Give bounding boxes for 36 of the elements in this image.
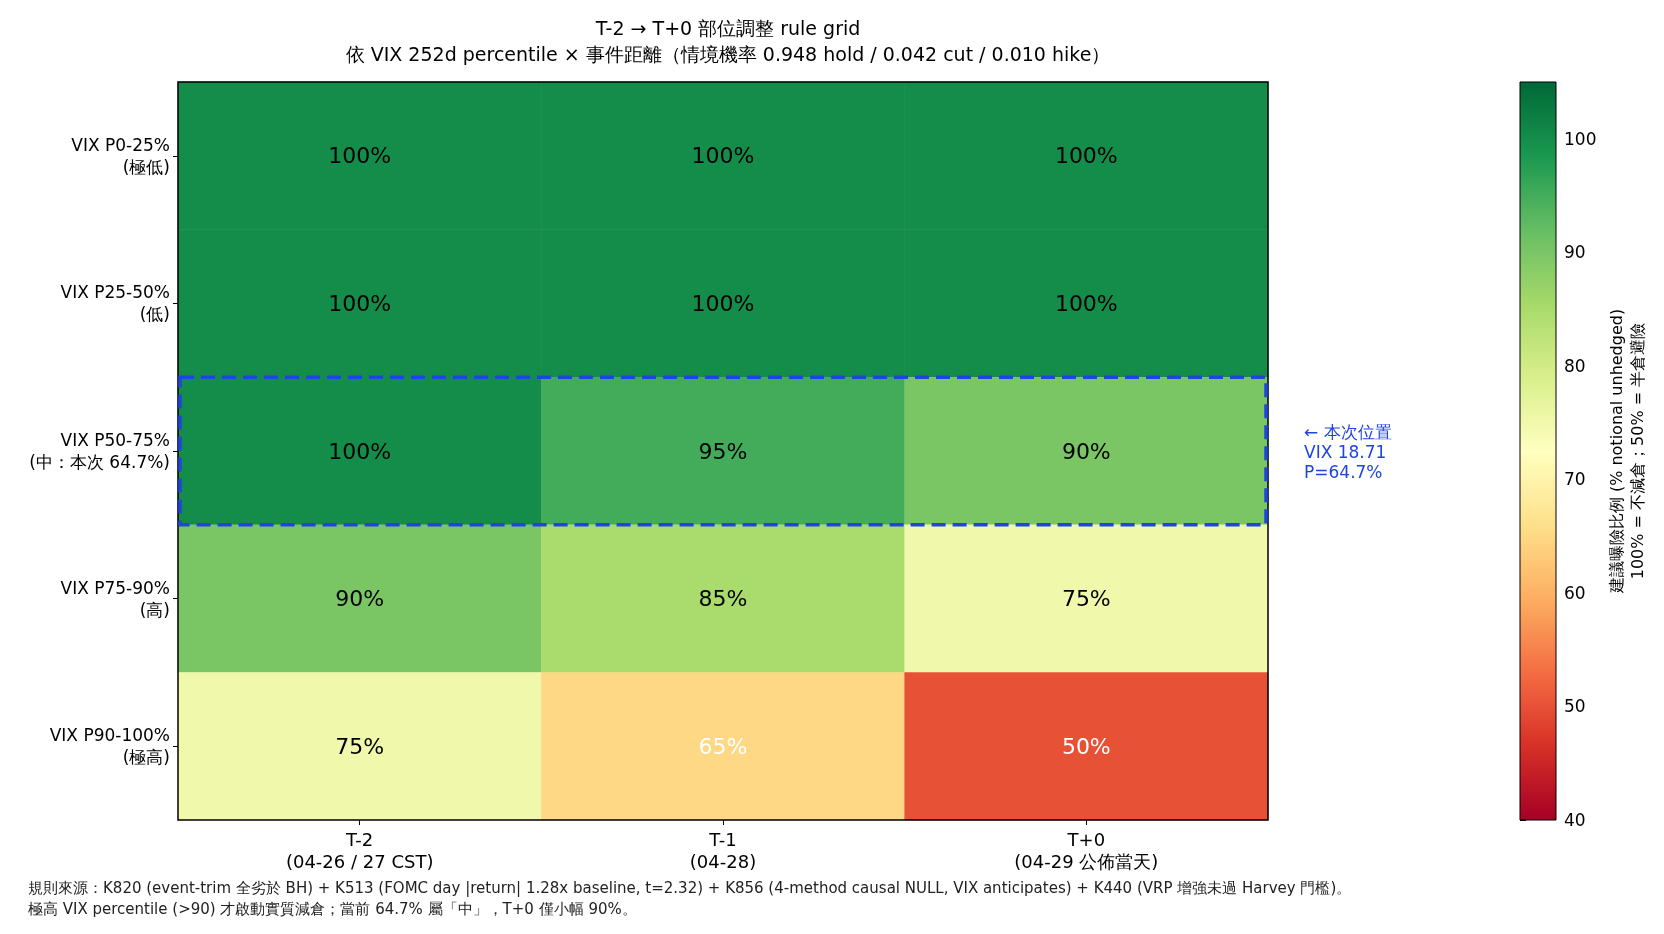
x-tick-label: T+0 (04-29 公佈當天) [1014, 828, 1159, 872]
data-label: 85% [698, 586, 748, 612]
chart-subtitle: 依 VIX 252d percentile × 事件距離（情境機率 0.948 hold / 0.042 cut / 0.010 hike） [345, 43, 1111, 65]
data-label: 75% [335, 733, 385, 759]
color-bar-label: 90 [1564, 242, 1586, 263]
text: ← 本次位置 VIX 18.71 P=64.7% [1304, 422, 1392, 483]
y-tick-label: VIX P50-75% (中：本次 64.7%) [29, 430, 170, 472]
data-label: 90% [335, 586, 385, 612]
color-bar-label: 50 [1564, 696, 1586, 717]
y-tick-label: VIX P0-25% (極低) [71, 134, 170, 177]
data-label: 100% [328, 438, 392, 464]
color-bar-label: 80 [1564, 355, 1586, 376]
data-label: 95% [698, 438, 748, 464]
y-tick-label: VIX P75-90% (高) [60, 577, 170, 620]
data-label: 100% [328, 290, 392, 316]
data-label: 100% [1054, 290, 1118, 316]
color-bar-title: 建議曝險比例 (% notional unhedged) 100% = 不減倉；50% = 半倉避險 [1607, 308, 1647, 595]
text: 極高 VIX percentile (>90) 才啟動實質減倉；當前 64.7% 屬「中」，T+0 僅小幅 90%。 [28, 899, 637, 918]
data-label: 50% [1061, 733, 1111, 759]
x-tick-label: T-2 (04-26 / 27 CST) [285, 828, 434, 872]
data-label: 90% [1061, 438, 1111, 464]
data-label: 100% [691, 143, 755, 169]
color-bar-label: 60 [1564, 582, 1586, 603]
data-label: 75% [1061, 586, 1111, 612]
color-bar-label: 70 [1564, 469, 1586, 490]
text: 規則來源：K820 (event-trim 全劣於 BH) + K513 (FOMC day |return| 1.28x baseline, t=2.32) + K856 (4-method causal NULL, VIX anticipates) + K440 (VRP 增強未過 Harvey 門檻)。 [28, 878, 1352, 897]
x-tick-label: T-1 (04-28) [689, 828, 757, 872]
y-tick-label: VIX P90-100% (極高) [49, 725, 170, 768]
y-tick-label: VIX P25-50% (低) [60, 282, 170, 325]
color-bar-label: 40 [1564, 810, 1586, 830]
data-label: 100% [1054, 143, 1118, 169]
data-label: 100% [328, 143, 392, 169]
color-bar-label: 100 [1564, 128, 1597, 149]
chart-title: T-2 → T+0 部位調整 rule grid [594, 17, 861, 39]
data-label: 100% [691, 290, 755, 316]
data-label: 65% [698, 733, 748, 759]
